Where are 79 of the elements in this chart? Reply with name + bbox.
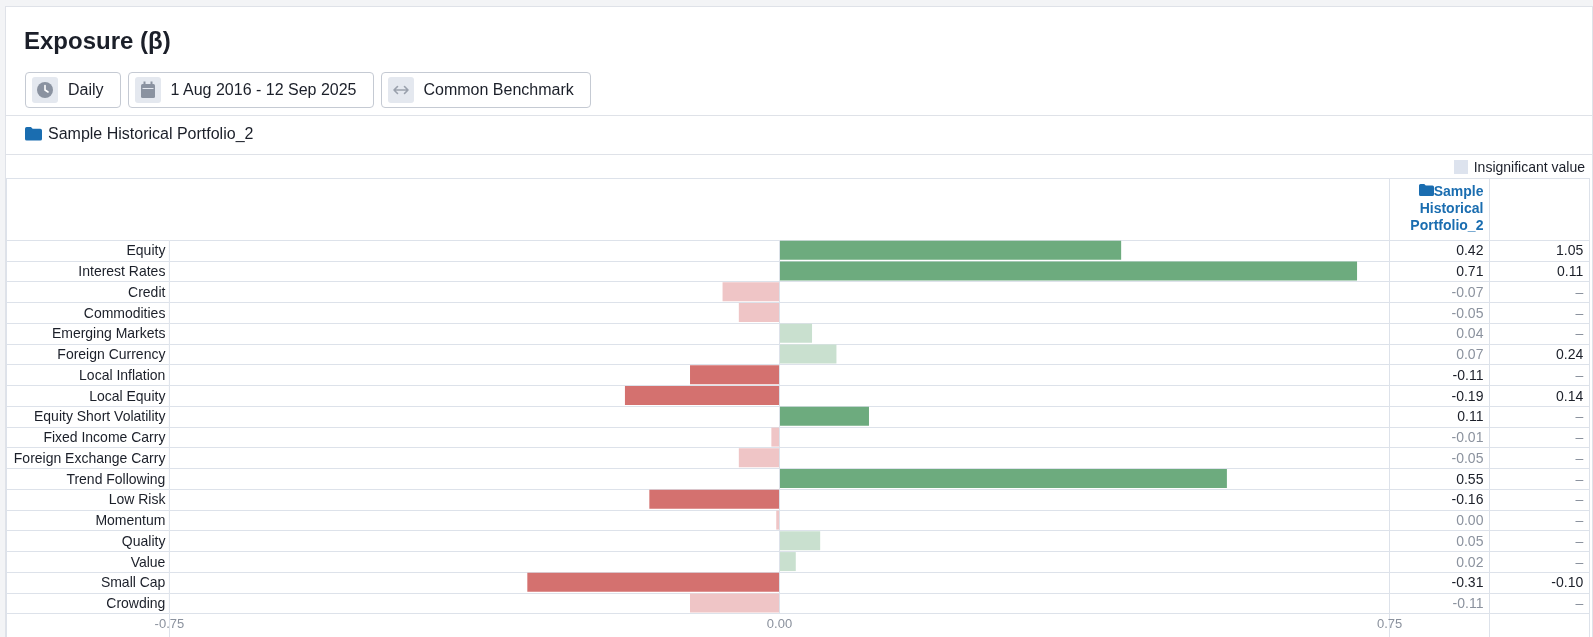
text: – — [1575, 429, 1584, 446]
y-tick-label: Interest Rates — [78, 263, 166, 280]
data-label: -0.01 — [1451, 429, 1484, 446]
data-label: 0.05 — [1456, 532, 1484, 549]
bar — [527, 573, 780, 593]
y-tick-label: Credit — [128, 284, 166, 301]
data-label: 0.11 — [1457, 408, 1484, 425]
text: – — [1575, 491, 1584, 508]
chart-title: Exposure (β) — [24, 27, 171, 54]
text: Sample Historical Portfolio_2 — [1410, 183, 1484, 233]
data-label: 0.00 — [1456, 512, 1484, 529]
data-label: -0.19 — [1451, 387, 1484, 404]
text: – — [1575, 449, 1584, 466]
text: Sample Historical Portfolio_2 — [48, 125, 254, 142]
x-tick-label: 0.00 — [766, 616, 793, 632]
text: – — [1575, 366, 1584, 383]
frequency-button: Daily — [25, 72, 121, 108]
bar — [649, 490, 780, 510]
y-tick-label: Foreign Exchange Carry — [13, 450, 166, 467]
y-tick-label: Trend Following — [66, 470, 166, 487]
y-tick-label: Foreign Currency — [57, 346, 166, 363]
y-tick-label: Emerging Markets — [51, 325, 166, 342]
bar — [738, 303, 780, 323]
text: – — [1575, 512, 1584, 529]
text: – — [1575, 595, 1584, 612]
bar — [779, 324, 813, 344]
y-tick-label: Momentum — [95, 512, 166, 529]
data-label: 0.04 — [1456, 325, 1484, 342]
y-tick-label: Equity — [126, 242, 166, 259]
bar — [779, 531, 821, 551]
bar — [779, 344, 837, 364]
text: – — [1575, 470, 1584, 487]
bar — [722, 282, 780, 302]
y-tick-label: Local Equity — [89, 387, 166, 404]
text: 0.14 — [1556, 387, 1584, 404]
bar — [624, 386, 780, 406]
y-tick-label: Low Risk — [108, 491, 167, 508]
y-tick-label: Fixed Income Carry — [43, 429, 166, 446]
y-tick-label: Commodities — [83, 304, 166, 321]
data-label: -0.31 — [1451, 574, 1484, 591]
y-tick-label: Small Cap — [100, 574, 166, 591]
text: – — [1575, 553, 1584, 570]
text: Insignificant value — [1473, 158, 1585, 175]
text: – — [1575, 325, 1584, 342]
data-label: 0.07 — [1456, 346, 1484, 363]
bar — [690, 365, 780, 385]
text: – — [1575, 283, 1584, 300]
data-label: -0.16 — [1451, 491, 1484, 508]
text: 1.05 — [1556, 242, 1584, 259]
text: -0.10 — [1551, 574, 1584, 591]
bar — [779, 469, 1227, 489]
data-label: 0.02 — [1456, 553, 1484, 570]
data-label: -0.11 — [1452, 595, 1484, 612]
data-label: -0.05 — [1451, 449, 1484, 466]
date-range-button: 1 Aug 2016 - 12 Sep 2025 — [127, 72, 374, 108]
y-tick-label: Value — [130, 553, 166, 570]
data-label: -0.05 — [1451, 304, 1484, 321]
data-label: -0.11 — [1452, 366, 1484, 383]
data-label: -0.07 — [1451, 283, 1484, 300]
text: – — [1575, 408, 1584, 425]
text: – — [1575, 304, 1584, 321]
x-tick-label: 0.75 — [1376, 616, 1403, 632]
data-label: 0.55 — [1456, 470, 1484, 487]
bar — [779, 241, 1122, 261]
text: 0.11 — [1557, 263, 1584, 280]
bar — [779, 552, 796, 572]
benchmark-button: Common Benchmark — [380, 72, 591, 108]
bar — [779, 261, 1358, 281]
data-label: 0.42 — [1456, 242, 1484, 259]
y-tick-label: Equity Short Volatility — [34, 408, 166, 425]
bar — [779, 407, 869, 427]
text: 0.24 — [1556, 346, 1584, 363]
y-tick-label: Quality — [121, 533, 166, 550]
bar — [690, 593, 780, 613]
text: – — [1575, 532, 1584, 549]
x-tick-label: -0.75 — [154, 616, 185, 632]
y-tick-label: Crowding — [106, 595, 166, 612]
y-tick-label: Local Inflation — [79, 367, 166, 384]
data-label: 0.71 — [1456, 263, 1484, 280]
